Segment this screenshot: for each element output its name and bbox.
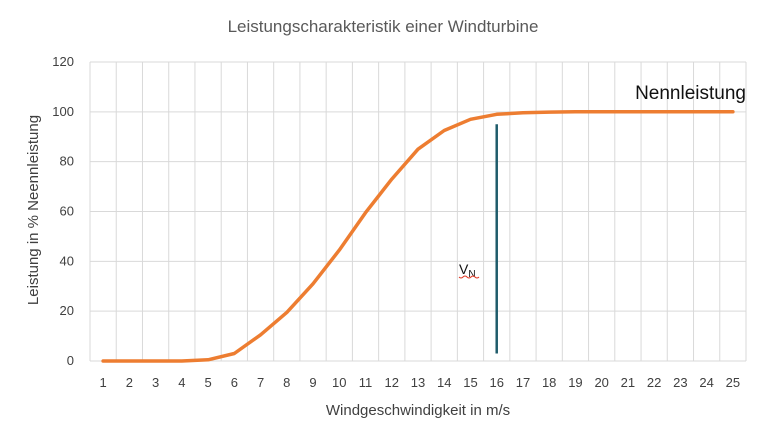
y-tick-label: 40 [60,253,74,268]
y-tick-label: 60 [60,204,74,219]
x-tick-label: 2 [126,375,133,390]
chart-title: Leistungscharakteristik einer Windturbin… [228,17,539,36]
y-tick-label: 100 [52,104,74,119]
x-tick-label: 5 [204,375,211,390]
y-tick-label: 80 [60,154,74,169]
y-axis-label: Leistung in % Neennleistung [25,115,42,305]
x-tick-label: 8 [283,375,290,390]
x-tick-label: 17 [516,375,530,390]
x-tick-label: 14 [437,375,451,390]
x-tick-label: 13 [411,375,425,390]
grid-lines [89,61,747,362]
x-tick-label: 24 [699,375,713,390]
rated-speed-subscript: N [468,269,475,280]
series-layer [101,110,735,363]
rated-power-label: Nennleistung [635,83,746,104]
x-tick-label: 9 [309,375,316,390]
x-tick-label: 11 [359,375,373,390]
x-tick-label: 21 [621,375,635,390]
x-tick-label: 20 [594,375,608,390]
x-axis-label: Windgeschwindigkeit in m/s [326,402,510,419]
series-line [101,110,735,363]
x-axis-ticks: 1 2 3 4 5 6 7 8 9 10 11 12 13 14 15 16 17 18 19 20 21 22 23 24 2… [100,375,741,390]
x-tick-label: 1 [100,375,107,390]
x-tick-label: 15 [463,375,477,390]
y-axis-ticks: 0 20 40 60 80 100 120 [52,54,74,368]
x-tick-label: 16 [489,375,503,390]
x-tick-label: 12 [385,375,399,390]
y-tick-label: 0 [67,353,74,368]
x-tick-label: 18 [542,375,556,390]
y-tick-label: 20 [60,303,74,318]
x-tick-label: 7 [257,375,264,390]
x-tick-label: 6 [231,375,238,390]
x-tick-label: 19 [568,375,582,390]
squiggle-underline [458,275,480,279]
x-tick-label: 22 [647,375,661,390]
x-tick-label: 23 [673,375,687,390]
y-tick-label: 120 [52,54,74,69]
x-tick-label: 3 [152,375,159,390]
x-tick-label: 4 [178,375,185,390]
x-tick-label: 10 [332,375,346,390]
x-tick-label: 25 [726,375,740,390]
